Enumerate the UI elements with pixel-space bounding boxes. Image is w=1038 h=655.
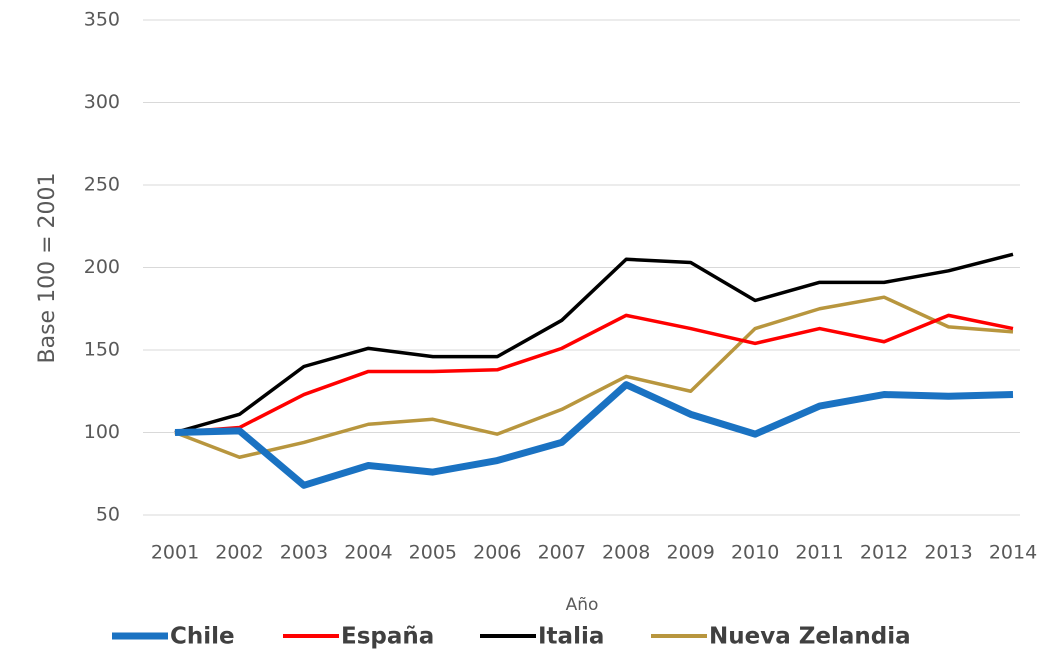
x-tick-label: 2006 [473,542,521,564]
x-tick-label: 2003 [280,542,328,564]
y-tick-label: 50 [96,504,120,526]
legend-label: España [341,624,434,650]
y-tick-label: 300 [84,91,120,113]
y-tick-label: 200 [84,256,120,278]
x-tick-label: 2011 [795,542,843,564]
series-line [175,254,1013,432]
x-tick-label: 2004 [344,542,392,564]
x-tick-label: 2001 [151,542,199,564]
x-tick-label: 2005 [409,542,457,564]
series-line [175,385,1013,486]
x-tick-label: 2014 [989,542,1037,564]
x-tick-label: 2013 [924,542,972,564]
y-tick-label: 350 [84,9,120,31]
x-tick-label: 2002 [215,542,263,564]
y-tick-label: 150 [84,339,120,361]
y-tick-label: 250 [84,174,120,196]
x-tick-label: 2008 [602,542,650,564]
legend-label: Italia [538,624,604,650]
legend-label: Chile [170,624,235,650]
x-tick-label: 2012 [860,542,908,564]
series-line [175,297,1013,457]
legend-label: Nueva Zelandia [709,624,911,650]
chart: Base 100 = 2001 Año 50 100 150 200 250 300 350… [0,0,1038,655]
x-tick-label: 2010 [731,542,779,564]
y-axis-label: Base 100 = 2001 [35,173,60,364]
x-axis-label: Año [566,595,599,615]
x-tick-label: 2009 [667,542,715,564]
x-tick-label: 2007 [538,542,586,564]
y-tick-label: 100 [84,421,120,443]
